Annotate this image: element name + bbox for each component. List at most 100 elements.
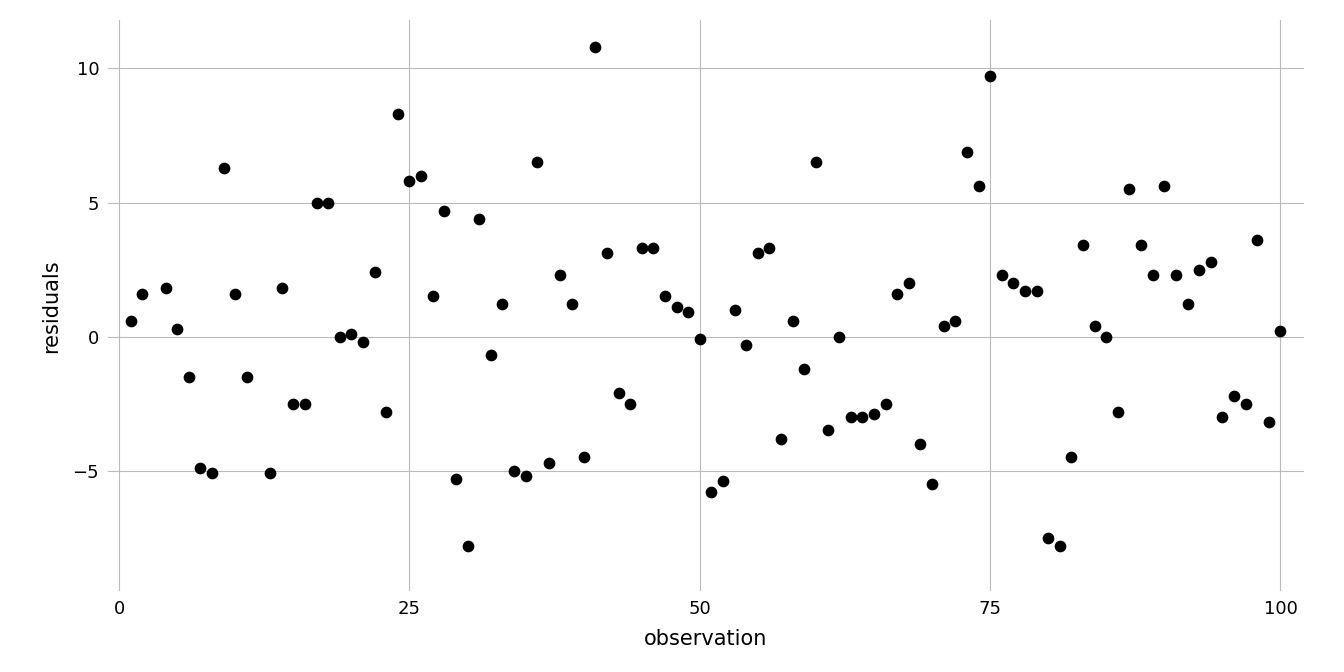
Point bbox=[224, 288, 246, 299]
Point bbox=[1223, 390, 1245, 401]
Point bbox=[282, 398, 304, 409]
Point bbox=[1050, 540, 1071, 551]
Point bbox=[387, 109, 409, 120]
Point bbox=[434, 205, 456, 216]
Point bbox=[933, 321, 954, 331]
Point bbox=[527, 157, 548, 168]
Point bbox=[1200, 256, 1222, 267]
Point bbox=[202, 468, 223, 478]
Point bbox=[1130, 240, 1152, 251]
Point bbox=[1095, 331, 1117, 342]
Point bbox=[1258, 417, 1279, 428]
Point bbox=[597, 248, 618, 259]
Point bbox=[712, 476, 734, 487]
Point bbox=[1188, 264, 1210, 275]
Point bbox=[212, 162, 234, 173]
Point bbox=[630, 243, 652, 253]
Point bbox=[1025, 286, 1047, 296]
Point bbox=[1015, 286, 1036, 296]
Point bbox=[968, 181, 989, 192]
Point bbox=[1107, 407, 1129, 417]
Point bbox=[1270, 326, 1292, 337]
Point bbox=[655, 291, 676, 302]
Point bbox=[607, 388, 629, 398]
Point bbox=[457, 540, 478, 551]
Point bbox=[735, 339, 757, 350]
Point bbox=[863, 409, 884, 420]
Point bbox=[677, 307, 699, 318]
Point bbox=[921, 478, 942, 489]
Point bbox=[700, 487, 722, 497]
Point bbox=[689, 334, 711, 345]
Point bbox=[190, 462, 211, 473]
Point bbox=[887, 288, 909, 299]
Point bbox=[817, 425, 839, 436]
Point bbox=[991, 269, 1012, 280]
Point bbox=[585, 42, 606, 52]
Point bbox=[445, 473, 466, 484]
Point bbox=[665, 302, 687, 312]
Point bbox=[642, 243, 664, 253]
Point bbox=[759, 243, 781, 253]
Point bbox=[805, 157, 827, 168]
Point bbox=[1142, 269, 1164, 280]
Point bbox=[294, 398, 316, 409]
Point bbox=[340, 329, 362, 339]
Point bbox=[840, 412, 862, 423]
Point bbox=[538, 457, 559, 468]
Point bbox=[317, 197, 339, 208]
Point bbox=[515, 470, 536, 481]
Point bbox=[1038, 532, 1059, 543]
Point bbox=[422, 291, 444, 302]
Point bbox=[352, 337, 374, 347]
Point bbox=[237, 372, 258, 382]
Point bbox=[1060, 452, 1082, 462]
Point bbox=[480, 350, 501, 361]
Point bbox=[1212, 412, 1234, 423]
Y-axis label: residuals: residuals bbox=[42, 259, 62, 353]
Point bbox=[177, 372, 199, 382]
Point bbox=[980, 71, 1001, 82]
Point bbox=[573, 452, 594, 462]
Point bbox=[1177, 299, 1199, 310]
Point bbox=[1165, 269, 1187, 280]
Point bbox=[1083, 321, 1105, 331]
Point bbox=[550, 269, 571, 280]
Point bbox=[259, 468, 281, 478]
Point bbox=[1118, 183, 1140, 194]
Point bbox=[1003, 278, 1024, 288]
Point bbox=[306, 197, 328, 208]
Point bbox=[875, 398, 896, 409]
Point bbox=[492, 299, 513, 310]
Point bbox=[828, 331, 849, 342]
Point bbox=[1246, 235, 1267, 245]
Point bbox=[167, 323, 188, 334]
Point bbox=[793, 364, 814, 374]
Point bbox=[945, 315, 966, 326]
Point bbox=[852, 412, 874, 423]
Point bbox=[956, 146, 977, 157]
Point bbox=[120, 315, 141, 326]
Point bbox=[620, 398, 641, 409]
X-axis label: observation: observation bbox=[644, 629, 767, 648]
Point bbox=[1153, 181, 1175, 192]
Point bbox=[770, 433, 792, 444]
Point bbox=[410, 170, 431, 181]
Point bbox=[562, 299, 583, 310]
Point bbox=[399, 175, 421, 186]
Point bbox=[1073, 240, 1094, 251]
Point bbox=[271, 283, 293, 294]
Point bbox=[724, 304, 746, 315]
Point bbox=[329, 331, 351, 342]
Point bbox=[782, 315, 804, 326]
Point bbox=[503, 465, 524, 476]
Point bbox=[132, 288, 153, 299]
Point bbox=[898, 278, 919, 288]
Point bbox=[155, 283, 176, 294]
Point bbox=[364, 267, 386, 278]
Point bbox=[910, 439, 931, 450]
Point bbox=[747, 248, 769, 259]
Point bbox=[1235, 398, 1257, 409]
Point bbox=[375, 407, 396, 417]
Point bbox=[469, 213, 491, 224]
